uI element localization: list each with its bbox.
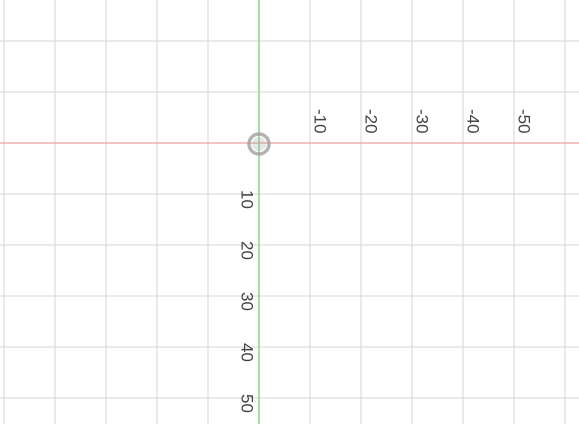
y-axis-tick-label: 40 — [238, 343, 257, 362]
x-axis-tick-label: -50 — [515, 109, 534, 134]
x-axis-tick-label: -40 — [464, 109, 483, 134]
x-axis-tick-labels: -10 -20 -30 -40 -50 — [311, 109, 534, 134]
x-axis-tick-label: -10 — [311, 109, 330, 134]
x-axis-tick-label: -30 — [413, 109, 432, 134]
y-axis-tick-label: 10 — [238, 190, 257, 209]
y-axis-tick-label: 50 — [238, 394, 257, 413]
y-axis-tick-label: 30 — [238, 292, 257, 311]
x-axis-tick-label: -20 — [362, 109, 381, 134]
y-axis-tick-labels: 10 20 30 40 50 — [238, 190, 257, 413]
pivot-circle-icon[interactable] — [247, 132, 271, 156]
y-axis-tick-label: 20 — [238, 241, 257, 260]
